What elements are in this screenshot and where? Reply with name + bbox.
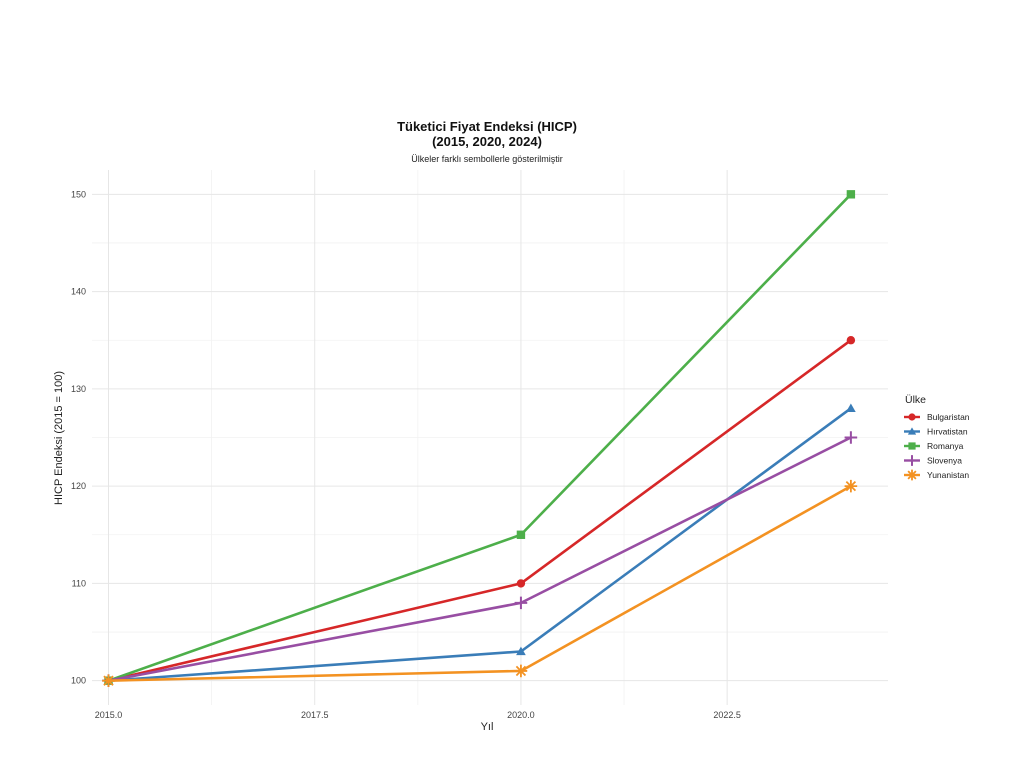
legend-title: Ülke [905,394,926,406]
legend-marker [908,413,916,421]
y-tick-label: 150 [71,189,86,199]
y-tick-label: 100 [71,676,86,686]
data-point [514,664,528,678]
chart-title-line1: Tüketici Fiyat Endeksi (HICP) [397,119,577,134]
y-axis-label: HICP Endeksi (2015 = 100) [53,371,65,505]
y-tick-label: 120 [71,481,86,491]
y-tick-label: 110 [72,578,86,588]
legend-label: Bulgaristan [927,412,970,422]
data-point [846,190,856,199]
legend-marker [907,427,917,435]
legend-label: Romanya [927,441,964,451]
data-point [846,403,856,412]
series-line [108,339,852,682]
legend-marker [906,469,918,481]
legend-item: Slovenya [904,455,962,466]
y-tick-label: 130 [71,384,86,394]
legend-label: Hırvatistan [927,427,968,437]
data-point [102,674,115,687]
legend-item: Bulgaristan [904,412,970,422]
legend-label: Slovenya [927,456,962,466]
data-point [846,336,856,345]
series-slovenya [102,431,858,687]
data-point [844,431,858,444]
data-point [516,646,526,656]
data-point [844,479,858,493]
chart-title-line2: (2015, 2020, 2024) [432,134,542,149]
series-bulgaristan [104,336,856,685]
legend-item: Hırvatistan [904,427,968,437]
series-yunanistan [102,479,858,687]
legend: Ülke Bulgaristan Hırvatistan Romanya Sloven… [904,394,970,481]
legend-label: Yunanistan [927,470,969,480]
grid [92,170,888,705]
x-tick-label: 2020.0 [507,710,535,720]
legend-marker [906,455,918,466]
series-line [108,407,852,682]
series-layer [102,190,858,687]
x-tick-label: 2017.5 [301,710,329,720]
x-tick-label: 2022.5 [713,710,741,720]
y-tick-label: 140 [71,287,86,297]
data-point [516,579,526,588]
x-axis-label: Yıl [481,721,494,733]
legend-item: Romanya [904,441,964,451]
legend-item: Yunanistan [904,469,969,481]
chart-subtitle: Ülkeler farklı sembollerle gösterilmişti… [411,154,563,164]
y-axis-ticks: 100 110 120 130 140 150 [71,189,86,685]
data-point [516,530,526,539]
series-line [108,436,852,682]
x-axis-ticks: 2015.0 2017.5 2020.0 2022.5 [95,710,741,720]
legend-marker [908,442,916,450]
data-point [514,596,528,610]
x-tick-label: 2015.0 [95,710,123,720]
